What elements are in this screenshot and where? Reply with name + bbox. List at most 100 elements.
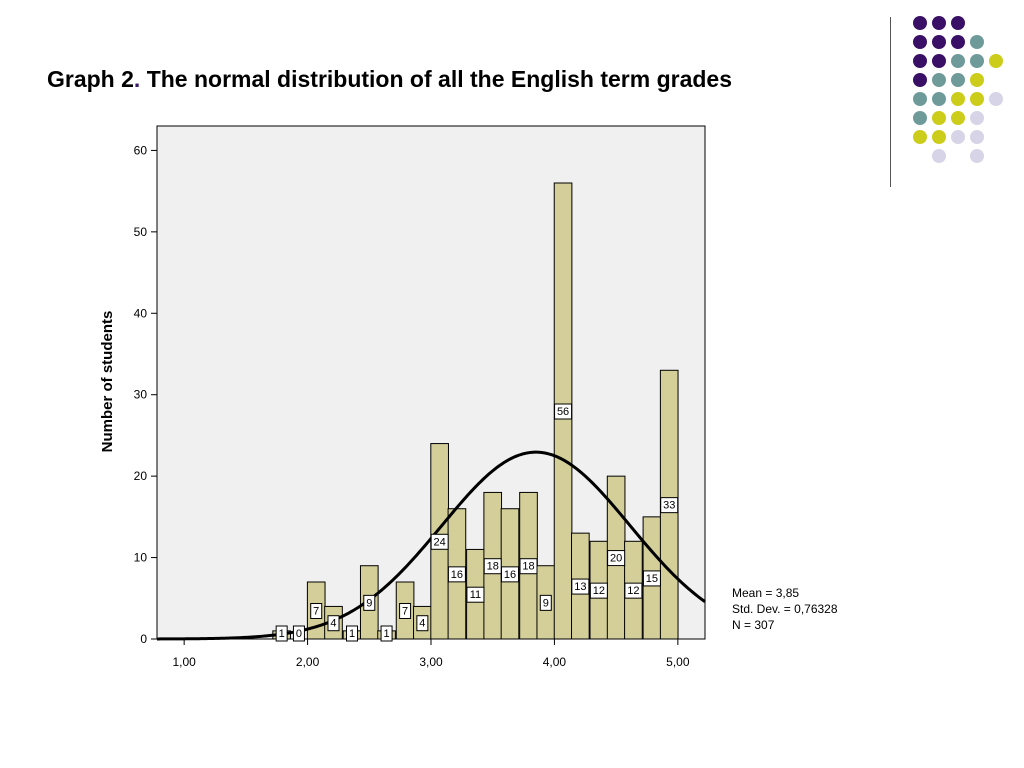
bar-data-label: 13 <box>571 578 590 595</box>
data-label-text: 33 <box>663 500 675 512</box>
decorative-dot <box>970 35 984 49</box>
data-label-box <box>380 625 393 642</box>
decorative-dot <box>951 35 965 49</box>
bar-data-label: 4 <box>327 615 340 632</box>
decorative-dot <box>913 35 927 49</box>
data-label-box <box>642 570 661 587</box>
data-label-text: 16 <box>451 569 463 581</box>
decorative-dot <box>951 54 965 68</box>
bar-data-label: 11 <box>466 586 485 603</box>
bar-data-label: 56 <box>554 403 573 420</box>
data-label-text: 18 <box>487 561 499 573</box>
stat-n: N = 307 <box>732 618 775 632</box>
data-label-box <box>430 533 449 550</box>
decorative-dot <box>989 54 1003 68</box>
bar-data-label: 1 <box>346 625 359 642</box>
x-tick-label: 5,00 <box>666 655 690 669</box>
bar-data-label: 12 <box>589 582 608 599</box>
bar-data-label: 20 <box>607 550 626 567</box>
data-label-box <box>310 603 323 619</box>
data-label-text: 12 <box>627 585 639 597</box>
x-tick-label: 3,00 <box>419 655 443 669</box>
decorative-dot <box>970 149 984 163</box>
stat-mean: Mean = 3,85 <box>732 586 800 600</box>
bar-data-label: 24 <box>430 533 449 550</box>
data-label-box <box>624 582 643 599</box>
data-label-text: 11 <box>470 589 481 601</box>
stat-std-dev: Std. Dev. = 0,76328 <box>732 602 838 616</box>
decorative-dot <box>932 111 946 125</box>
y-tick-label: 20 <box>134 469 148 483</box>
data-label-text: 1 <box>349 628 355 640</box>
decorative-dot <box>970 73 984 87</box>
data-label-text: 15 <box>646 573 658 585</box>
data-label-text: 1 <box>384 628 390 640</box>
decorative-dot <box>951 16 965 30</box>
bar-data-label: 0 <box>292 625 305 642</box>
y-tick-label: 0 <box>140 632 147 646</box>
data-label-box <box>275 625 288 642</box>
bar-data-label: 4 <box>416 615 429 632</box>
data-label-text: 7 <box>313 606 319 618</box>
data-label-box <box>539 594 552 611</box>
decorative-dot <box>970 111 984 125</box>
data-label-text: 16 <box>504 569 516 581</box>
stats-box: Mean = 3,85 Std. Dev. = 0,76328 N = 307 <box>732 585 838 633</box>
page-title: Graph 2. The normal distribution of all … <box>47 66 732 93</box>
y-tick-label: 60 <box>134 143 148 157</box>
bar-data-label: 1 <box>275 625 288 642</box>
decorative-dot <box>913 130 927 144</box>
data-label-box <box>519 558 538 575</box>
bar-data-label: 18 <box>483 558 502 575</box>
data-label-box <box>554 403 573 420</box>
data-label-text: 4 <box>330 618 336 630</box>
data-label-text: 12 <box>593 585 605 597</box>
data-label-box <box>292 625 305 642</box>
data-label-box <box>416 615 429 632</box>
decorative-dot <box>913 111 927 125</box>
data-label-box <box>327 615 340 632</box>
bar-data-label: 9 <box>363 594 376 611</box>
bar-data-label: 1 <box>380 625 393 642</box>
bar-data-label: 33 <box>660 497 679 514</box>
data-label-box <box>363 594 376 611</box>
decorative-dot <box>932 54 946 68</box>
data-label-box <box>500 566 519 583</box>
bar-data-label: 7 <box>310 603 323 619</box>
data-label-box <box>483 558 502 575</box>
y-axis-label: Number of students <box>99 311 116 453</box>
decorative-dot <box>913 16 927 30</box>
decorative-dot <box>932 149 946 163</box>
bar-data-label: 16 <box>447 566 466 583</box>
title-dot: . <box>133 66 141 92</box>
decorative-dot <box>951 111 965 125</box>
data-label-box <box>447 566 466 583</box>
data-label-box <box>346 625 359 642</box>
decorative-dot <box>932 16 946 30</box>
y-tick-label: 50 <box>134 225 148 239</box>
bar-data-label: 9 <box>539 594 552 611</box>
x-tick-label: 1,00 <box>172 655 196 669</box>
y-tick-label: 30 <box>134 388 148 402</box>
x-tick-label: 4,00 <box>543 655 567 669</box>
decorative-dot <box>970 54 984 68</box>
decorative-dot <box>932 73 946 87</box>
title-prefix: Graph 2 <box>47 66 134 92</box>
data-label-box <box>466 586 485 603</box>
decorative-dot <box>970 92 984 106</box>
data-label-text: 24 <box>434 536 446 548</box>
decorative-dot <box>932 130 946 144</box>
y-tick-label: 40 <box>134 306 148 320</box>
x-tick-label: 2,00 <box>296 655 320 669</box>
decorative-dot <box>951 130 965 144</box>
decorative-dot <box>970 130 984 144</box>
bar-data-label: 7 <box>399 603 412 619</box>
data-label-text: 1 <box>279 628 285 640</box>
decorative-dot <box>989 92 1003 106</box>
decorative-dot <box>932 35 946 49</box>
bar-data-label: 16 <box>500 566 519 583</box>
data-label-box <box>607 550 626 567</box>
y-tick-label: 10 <box>134 551 148 565</box>
data-label-box <box>571 578 590 595</box>
